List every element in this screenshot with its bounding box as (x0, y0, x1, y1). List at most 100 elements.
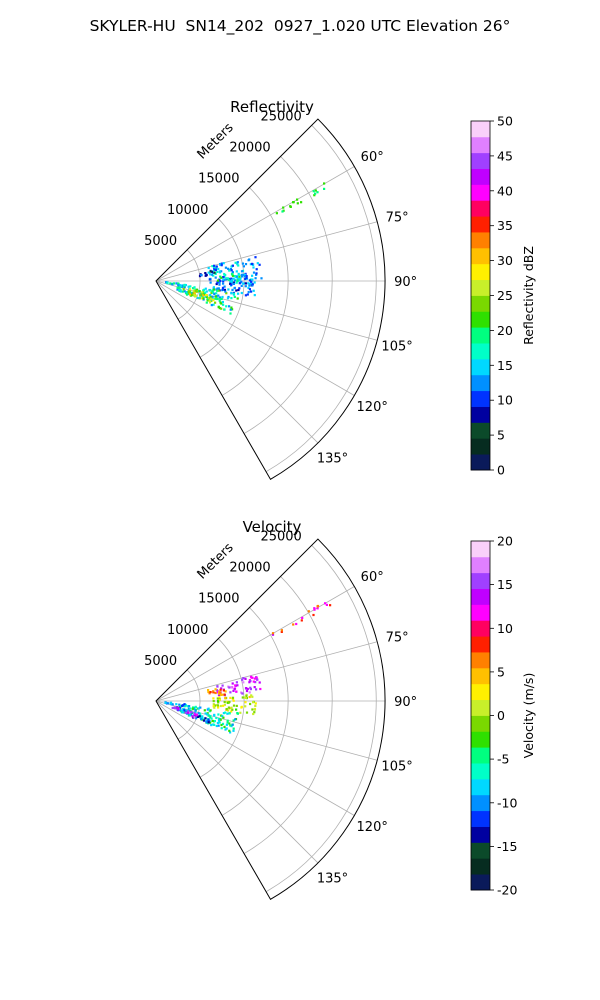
data-cell (204, 272, 207, 275)
colorbar-tick-label: 20 (497, 534, 513, 549)
data-cell (233, 275, 237, 278)
figure-title: SKYLER-HU SN14_202 0927_1.020 UTC Elevat… (89, 17, 511, 35)
reflectivity-panel-title: Reflectivity (230, 98, 314, 116)
data-cell (254, 704, 257, 707)
data-cell (197, 707, 200, 710)
data-cell (193, 706, 196, 709)
data-cell (217, 719, 221, 722)
colorbar-segment (471, 152, 490, 169)
data-cell (208, 719, 211, 722)
data-cell (209, 716, 212, 719)
data-cell (256, 678, 259, 681)
data-cell (225, 708, 228, 711)
data-cell (232, 689, 235, 692)
data-cell (215, 724, 218, 728)
data-cell (253, 677, 256, 680)
data-cell (249, 282, 252, 285)
data-cell (231, 682, 234, 685)
colorbar-tick-label: 35 (497, 218, 513, 233)
data-cell (167, 702, 170, 705)
data-cell (280, 629, 283, 632)
data-cell (180, 709, 183, 712)
reflectivity-panel: Reflectivity 500010000150002000025000Met… (144, 98, 536, 481)
data-cell (193, 716, 196, 719)
data-cell (244, 263, 248, 266)
data-cell (213, 706, 216, 709)
data-cell (214, 301, 217, 304)
colorbar-tick-label: 0 (497, 708, 505, 723)
data-cell (230, 283, 233, 286)
data-cell (236, 684, 239, 687)
data-cell (329, 604, 332, 607)
data-cell (241, 273, 245, 276)
data-cell (255, 676, 258, 679)
data-cell (216, 279, 220, 282)
colorbar-tick-label: 30 (497, 253, 513, 268)
azimuth-spoke (155, 700, 378, 761)
colorbar-segment (471, 438, 490, 455)
data-cell (175, 282, 178, 285)
data-cell (235, 681, 238, 684)
data-cell (216, 270, 219, 273)
data-cell (259, 687, 262, 691)
azimuth-spoke (155, 166, 355, 282)
data-cell (216, 697, 219, 700)
data-cell (249, 688, 252, 691)
data-cell (244, 701, 247, 704)
data-cell (224, 290, 227, 293)
data-cell (193, 294, 196, 297)
data-cell (169, 282, 172, 285)
azimuth-spoke (155, 280, 319, 444)
data-cell (218, 296, 222, 299)
data-cell (240, 291, 243, 295)
data-cell (181, 290, 184, 293)
data-cell (232, 729, 235, 732)
data-cell (222, 704, 225, 707)
data-cell (213, 292, 216, 295)
data-cell (221, 286, 225, 289)
azimuth-tick-label: 60° (361, 570, 384, 585)
data-cell (193, 292, 196, 295)
data-cell (192, 292, 195, 295)
colorbar-segment (471, 683, 490, 701)
data-cell (229, 280, 232, 283)
data-cell (232, 282, 235, 285)
data-cell (197, 712, 200, 715)
data-cell (211, 295, 214, 298)
data-cell (229, 268, 232, 271)
data-cell (221, 684, 224, 687)
data-cell (214, 266, 217, 269)
data-cell (208, 692, 211, 695)
data-cell (231, 723, 234, 726)
data-cell (199, 293, 202, 296)
data-cell (204, 717, 207, 720)
data-cell (233, 286, 236, 289)
data-cell (216, 289, 219, 292)
data-cell (251, 278, 254, 281)
colorbar-tick-label: 15 (497, 358, 513, 373)
data-cell (217, 699, 220, 703)
data-cell (175, 703, 178, 706)
data-cell (228, 722, 231, 725)
data-cell (218, 721, 221, 724)
data-cell (195, 717, 198, 720)
data-cell (225, 305, 228, 308)
data-cell (176, 708, 180, 711)
data-cell (225, 727, 228, 730)
data-cell (232, 699, 235, 702)
data-cell (234, 279, 237, 282)
data-cell (307, 610, 310, 613)
range-ring (265, 125, 377, 473)
data-cell (223, 725, 226, 728)
data-cell (229, 312, 232, 315)
data-cell (212, 288, 216, 291)
data-cell (237, 273, 240, 277)
azimuth-tick-label: 75° (386, 630, 409, 645)
azimuth-tick-label: 135° (317, 872, 348, 887)
colorbar-segment (471, 778, 490, 796)
data-cell (212, 266, 216, 269)
data-cell (234, 718, 237, 721)
data-cell (240, 284, 243, 287)
data-cell (228, 700, 231, 704)
data-cell (211, 719, 214, 722)
